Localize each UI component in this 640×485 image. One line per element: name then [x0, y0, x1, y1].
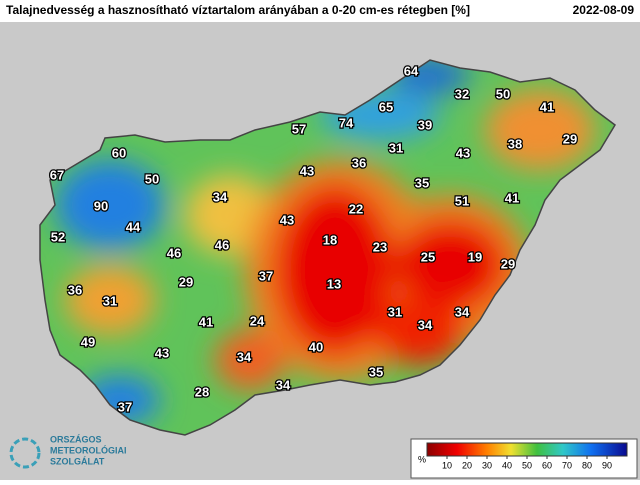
legend-tick-label: 10 [442, 460, 452, 470]
legend-tick-label: 60 [542, 460, 552, 470]
station-value: 29 [501, 256, 515, 271]
header-bar [0, 0, 640, 22]
station-value: 41 [540, 99, 554, 114]
station-value: 13 [327, 276, 341, 291]
station-value: 46 [215, 237, 229, 252]
legend-tick-label: 40 [502, 460, 512, 470]
station-value: 57 [292, 121, 306, 136]
station-value: 43 [155, 345, 169, 360]
station-value: 35 [415, 175, 429, 190]
map-title: Talajnedvesség a hasznosítható víztartal… [6, 3, 470, 17]
logo-text: METEOROLÓGIAI [50, 444, 127, 455]
station-value: 65 [379, 99, 393, 114]
station-value: 31 [389, 140, 403, 155]
station-value: 36 [68, 282, 82, 297]
station-value: 74 [339, 115, 354, 130]
station-value: 32 [455, 86, 469, 101]
station-value: 50 [145, 171, 159, 186]
station-value: 34 [237, 349, 252, 364]
station-value: 37 [259, 268, 273, 283]
station-value: 28 [195, 384, 209, 399]
legend-tick-label: 70 [562, 460, 572, 470]
station-value: 38 [508, 136, 522, 151]
station-value: 60 [112, 145, 126, 160]
station-value: 43 [280, 212, 294, 227]
station-value: 23 [373, 239, 387, 254]
legend-tick-label: 90 [602, 460, 612, 470]
station-value: 29 [563, 131, 577, 146]
station-value: 37 [118, 399, 132, 414]
legend-tick-label: 20 [462, 460, 472, 470]
station-value: 52 [51, 229, 65, 244]
legend-tick-label: 50 [522, 460, 532, 470]
station-value: 43 [300, 163, 314, 178]
station-value: 35 [369, 364, 383, 379]
station-value: 36 [352, 155, 366, 170]
legend-tick-label: 80 [582, 460, 592, 470]
station-value: 41 [505, 190, 519, 205]
station-value: 34 [455, 304, 470, 319]
logo: ORSZÁGOS METEOROLÓGIAI SZOLGÁLAT [9, 434, 127, 469]
station-value: 31 [388, 304, 402, 319]
station-value: 31 [103, 293, 117, 308]
station-value: 18 [323, 232, 337, 247]
station-value: 44 [126, 219, 141, 234]
station-value: 41 [199, 314, 213, 329]
station-value: 67 [50, 167, 64, 182]
station-value: 34 [418, 317, 433, 332]
legend-tick-label: 30 [482, 460, 492, 470]
station-value: 24 [250, 313, 265, 328]
station-value: 64 [404, 63, 419, 78]
station-value: 25 [421, 249, 435, 264]
station-value: 49 [81, 334, 95, 349]
station-value: 43 [456, 145, 470, 160]
station-value: 46 [167, 245, 181, 260]
station-value: 90 [94, 198, 108, 213]
legend-unit: % [418, 454, 426, 464]
station-value: 50 [496, 86, 510, 101]
station-value: 34 [276, 377, 291, 392]
station-value: 34 [213, 189, 228, 204]
station-value: 51 [455, 193, 469, 208]
map-date: 2022-08-09 [573, 3, 635, 17]
station-value: 29 [179, 274, 193, 289]
colorbar [426, 442, 628, 457]
station-value: 19 [468, 249, 482, 264]
station-value: 39 [418, 117, 432, 132]
logo-text: ORSZÁGOS [50, 434, 102, 444]
logo-text: SZOLGÁLAT [50, 456, 105, 466]
station-value: 40 [309, 339, 323, 354]
station-value: 22 [349, 201, 363, 216]
